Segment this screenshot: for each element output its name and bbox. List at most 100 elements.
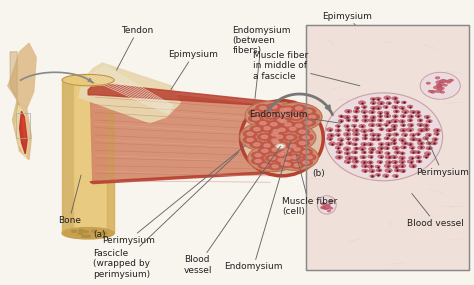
- Ellipse shape: [353, 115, 358, 118]
- Text: Blood
vessel: Blood vessel: [184, 146, 281, 275]
- Ellipse shape: [352, 160, 359, 163]
- Ellipse shape: [399, 160, 405, 164]
- Ellipse shape: [280, 112, 294, 119]
- Ellipse shape: [383, 123, 389, 126]
- Ellipse shape: [392, 97, 398, 100]
- Ellipse shape: [338, 115, 344, 118]
- Ellipse shape: [401, 141, 408, 145]
- Ellipse shape: [400, 128, 407, 132]
- Ellipse shape: [240, 123, 289, 151]
- Ellipse shape: [360, 129, 367, 133]
- Ellipse shape: [281, 147, 294, 153]
- Ellipse shape: [415, 151, 421, 154]
- Ellipse shape: [292, 105, 306, 112]
- Ellipse shape: [72, 230, 76, 232]
- Ellipse shape: [279, 128, 285, 131]
- Ellipse shape: [436, 84, 440, 87]
- Ellipse shape: [415, 114, 421, 117]
- Ellipse shape: [268, 114, 274, 117]
- Ellipse shape: [273, 130, 279, 133]
- Ellipse shape: [354, 147, 359, 150]
- Ellipse shape: [415, 111, 421, 114]
- Ellipse shape: [417, 141, 424, 145]
- Ellipse shape: [249, 115, 263, 122]
- Ellipse shape: [270, 103, 322, 131]
- Ellipse shape: [409, 164, 417, 168]
- Ellipse shape: [290, 127, 296, 130]
- Ellipse shape: [336, 142, 343, 146]
- Ellipse shape: [267, 103, 281, 110]
- Ellipse shape: [428, 90, 432, 92]
- Ellipse shape: [386, 120, 392, 123]
- Ellipse shape: [401, 146, 407, 149]
- Ellipse shape: [245, 101, 297, 130]
- Ellipse shape: [370, 133, 376, 136]
- Polygon shape: [62, 80, 74, 233]
- Ellipse shape: [260, 142, 274, 149]
- Ellipse shape: [258, 162, 272, 169]
- Ellipse shape: [385, 152, 390, 155]
- Ellipse shape: [376, 150, 383, 154]
- Ellipse shape: [417, 119, 423, 122]
- Ellipse shape: [258, 148, 272, 154]
- Ellipse shape: [306, 156, 312, 159]
- Ellipse shape: [375, 165, 381, 168]
- Ellipse shape: [329, 200, 334, 203]
- Ellipse shape: [346, 137, 351, 140]
- Ellipse shape: [385, 142, 392, 146]
- Polygon shape: [79, 63, 180, 123]
- Ellipse shape: [361, 142, 367, 146]
- Ellipse shape: [303, 154, 316, 160]
- Ellipse shape: [291, 146, 304, 152]
- Ellipse shape: [408, 115, 414, 118]
- Ellipse shape: [278, 145, 283, 147]
- Text: Perimysium: Perimysium: [102, 145, 246, 245]
- Ellipse shape: [443, 84, 447, 86]
- Ellipse shape: [362, 115, 368, 118]
- Ellipse shape: [418, 128, 425, 132]
- Ellipse shape: [273, 141, 279, 144]
- Ellipse shape: [394, 100, 400, 103]
- Ellipse shape: [86, 235, 91, 237]
- Ellipse shape: [302, 133, 311, 142]
- Ellipse shape: [284, 114, 291, 117]
- Ellipse shape: [335, 146, 341, 149]
- Ellipse shape: [289, 113, 303, 120]
- Ellipse shape: [280, 108, 287, 111]
- Ellipse shape: [424, 152, 431, 155]
- Ellipse shape: [346, 141, 352, 145]
- Ellipse shape: [378, 146, 384, 150]
- Ellipse shape: [321, 202, 326, 205]
- Ellipse shape: [284, 156, 291, 160]
- Polygon shape: [10, 52, 17, 100]
- Ellipse shape: [423, 124, 429, 127]
- Polygon shape: [17, 100, 20, 151]
- Ellipse shape: [378, 155, 384, 158]
- Ellipse shape: [323, 207, 328, 209]
- Ellipse shape: [392, 133, 399, 136]
- Ellipse shape: [384, 137, 390, 140]
- Ellipse shape: [439, 80, 446, 83]
- Ellipse shape: [391, 138, 397, 141]
- Ellipse shape: [438, 87, 444, 90]
- Ellipse shape: [377, 101, 384, 105]
- Ellipse shape: [363, 133, 368, 137]
- Ellipse shape: [370, 115, 376, 119]
- Ellipse shape: [262, 149, 268, 152]
- Ellipse shape: [379, 128, 384, 131]
- Ellipse shape: [277, 160, 291, 167]
- Ellipse shape: [276, 118, 291, 125]
- Ellipse shape: [436, 81, 442, 84]
- Ellipse shape: [285, 123, 291, 126]
- Ellipse shape: [296, 124, 302, 127]
- Ellipse shape: [384, 164, 391, 168]
- Ellipse shape: [255, 154, 261, 157]
- Ellipse shape: [78, 232, 83, 234]
- Ellipse shape: [410, 137, 417, 141]
- Ellipse shape: [309, 115, 315, 119]
- Ellipse shape: [392, 105, 399, 109]
- Ellipse shape: [417, 123, 423, 127]
- Ellipse shape: [281, 162, 287, 165]
- Ellipse shape: [400, 152, 405, 155]
- Ellipse shape: [399, 106, 405, 109]
